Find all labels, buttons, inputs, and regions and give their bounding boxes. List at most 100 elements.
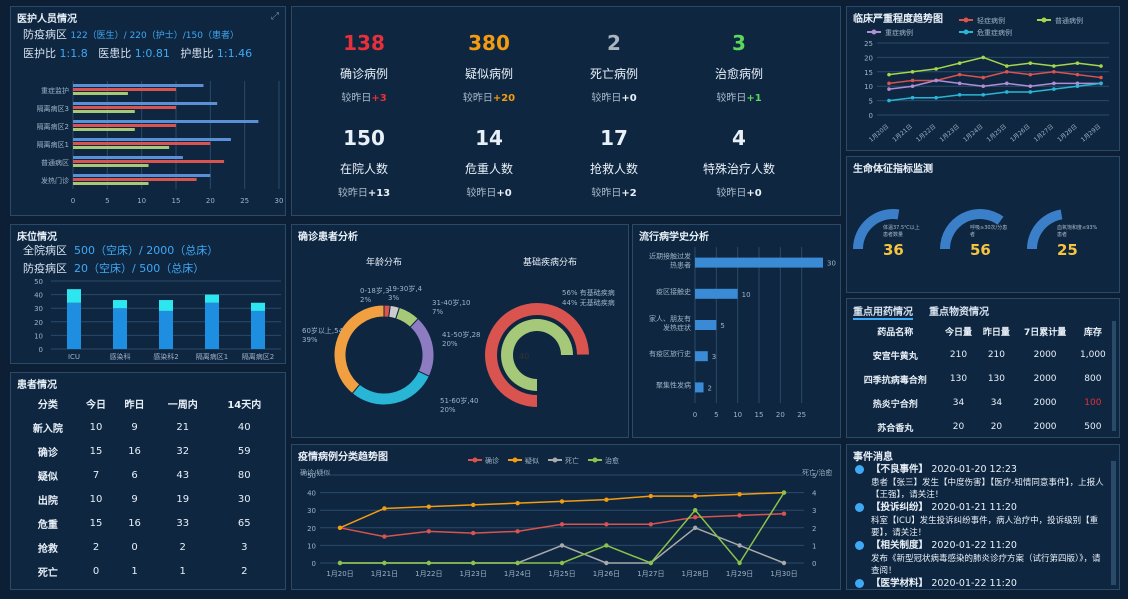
- staff-title: 医护人员情况: [17, 14, 77, 25]
- point: [1004, 70, 1009, 74]
- bar: [695, 257, 823, 268]
- table-cell: 9: [131, 421, 138, 433]
- table-cell: 9: [131, 493, 138, 505]
- event-text: 患者【张三】发生【中度伤害】【医疗-知情同意事件】，上报人【王强】，请关注！: [871, 478, 1104, 500]
- table-cell: 2: [241, 565, 248, 577]
- y-tick: 5: [869, 98, 873, 106]
- table-cell: 15: [89, 445, 103, 457]
- bar: [73, 160, 225, 163]
- left-axis-title: 确诊/疑似: [300, 468, 330, 477]
- x-tick: 1月22日: [915, 123, 937, 143]
- point: [515, 500, 520, 506]
- bar: [73, 178, 197, 181]
- table-cell: 2000: [1033, 398, 1057, 408]
- y-tick: 30: [34, 305, 43, 313]
- event-item[interactable]: 【医学材料】 2020-01-22 11:20: [871, 577, 1107, 589]
- stat-delta: +0: [746, 188, 762, 199]
- staff-row1-label: 防疫病区: [23, 28, 67, 41]
- stat-delta: +2: [621, 188, 637, 199]
- tab-supplies[interactable]: 重点物资情况: [929, 307, 989, 318]
- stat-value: 3: [732, 31, 746, 55]
- meds-scrollbar[interactable]: [1112, 321, 1116, 431]
- patients-title: 患者情况: [17, 380, 57, 391]
- table-cell: 危重: [37, 519, 58, 531]
- y-tick-left: 0: [312, 560, 316, 568]
- legend-label: 危重症病例: [977, 28, 1012, 37]
- bar: [73, 102, 218, 105]
- stat-compare-label: 较昨日: [716, 188, 747, 199]
- point: [471, 530, 476, 536]
- event-item[interactable]: 【相关制度】 2020-01-22 11:20 发布《新型冠状病毒感染的肺炎诊疗方…: [871, 539, 1107, 577]
- table-cell: 34: [990, 398, 1003, 408]
- x-tick: 1月21日: [371, 570, 398, 578]
- age-title: 年龄分布: [366, 256, 402, 268]
- point: [382, 506, 387, 511]
- staff-ratios: 医护比 1:1.8 医患比 1:0.81 护患比 1:1.46: [23, 45, 252, 61]
- confirmed-panel: 确诊患者分析 年龄分布 基础疾病分布 0-18岁,3 2% 19-30岁,4 3% 31-4…: [291, 224, 629, 438]
- stat-label: 在院人数: [339, 162, 388, 176]
- x-tick: 20: [206, 197, 215, 205]
- beds-row1: 全院病区 500（空床）/ 2000（总床）: [23, 242, 218, 258]
- x-tick: 10: [137, 197, 146, 205]
- tab-meds[interactable]: 重点用药情况: [853, 303, 913, 320]
- x-tick: 1月30日: [770, 570, 797, 578]
- legend-marker: [592, 457, 598, 463]
- beds-row2-value: 20（空床）/ 500（总床）: [74, 262, 205, 275]
- stat-compare: 较昨日+0: [564, 89, 664, 104]
- point: [382, 560, 387, 566]
- point: [693, 508, 698, 513]
- gauge-value: 36: [883, 241, 904, 259]
- y-tick: 0: [869, 112, 873, 120]
- stat-compare-label: 较昨日: [337, 188, 368, 199]
- event-item[interactable]: 【投诉纠纷】 2020-01-21 11:20 科室【ICU】发生投诉纠纷事件，病…: [871, 501, 1107, 539]
- expand-icon[interactable]: ⤢: [271, 11, 279, 22]
- point: [887, 81, 891, 86]
- beds-bar-chart: 0 10 20 30 40 50 ICU 感染科 感染科2 隔离病区1 隔离病区2: [34, 278, 281, 361]
- table-cell: 出院: [37, 495, 58, 507]
- table-cell: 死亡: [37, 567, 58, 579]
- point: [382, 534, 387, 539]
- event-item[interactable]: 【不良事件】 2020-01-20 12:23 患者【张三】发生【中度伤害】【医疗…: [871, 463, 1107, 501]
- data-label: 10: [742, 291, 751, 299]
- slice-label: 0-18岁,3 2%: [360, 286, 390, 304]
- table-cell: 500: [1084, 422, 1102, 432]
- stat-label: 危重人数: [464, 162, 513, 176]
- bar-used: [159, 310, 173, 349]
- table-cell: 19: [176, 493, 190, 505]
- stat-delta: +20: [492, 93, 516, 104]
- x-tick: 1月29日: [726, 570, 753, 578]
- table-row: 危重 15 16 33 65: [19, 511, 277, 535]
- stat-compare: 较昨日+20: [439, 89, 539, 104]
- beds-title: 床位情况: [17, 232, 57, 243]
- pie-slice: [351, 370, 430, 406]
- x-tick: 1月26日: [593, 570, 620, 578]
- stat-value: 4: [732, 126, 746, 150]
- point: [559, 543, 565, 548]
- stat-compare-label: 较昨日: [716, 93, 747, 104]
- events-scrollbar[interactable]: [1111, 461, 1116, 585]
- table-cell: 10: [89, 421, 103, 433]
- event-time: 2020-01-20 12:23: [931, 464, 1017, 475]
- table-cell: 热炎宁合剂: [872, 399, 918, 410]
- table-cell: 130: [987, 374, 1006, 384]
- legend-label: 普通病例: [1055, 16, 1083, 25]
- y-tick-left: 10: [307, 542, 316, 550]
- gauge-label: 患者数量: [883, 231, 903, 238]
- stat-compare: 较昨日+1: [689, 89, 789, 104]
- event-time: 2020-01-21 11:20: [931, 502, 1017, 513]
- x-tick: 1月24日: [962, 123, 984, 143]
- x-tick: 30: [275, 197, 284, 205]
- bar-used: [251, 310, 265, 349]
- legend-marker: [1041, 17, 1047, 23]
- legend-marker: [472, 457, 478, 463]
- table-cell: 16: [128, 517, 141, 529]
- table-header: 7日累计量: [1023, 327, 1067, 338]
- point: [934, 95, 938, 100]
- event-dot: [855, 465, 864, 474]
- point: [1052, 81, 1056, 86]
- table-cell: 43: [176, 469, 190, 481]
- category-label: 隔离病区1: [37, 140, 69, 149]
- x-label: ICU: [68, 353, 80, 361]
- point: [957, 81, 962, 86]
